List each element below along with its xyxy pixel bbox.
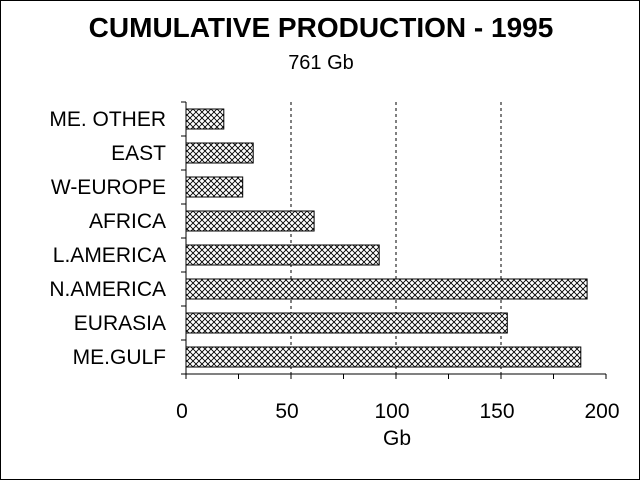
x-tick-label-1: 50 <box>275 400 298 423</box>
category-label-1: EAST <box>111 142 166 165</box>
axes <box>181 101 607 379</box>
category-label-4: L.AMERICA <box>53 244 166 267</box>
bars <box>185 108 588 368</box>
bar-4 <box>185 244 380 266</box>
bar-0 <box>185 108 225 130</box>
category-label-5: N.AMERICA <box>49 278 166 301</box>
x-tick-labels: 0 50 100 150 200 <box>176 400 619 423</box>
category-label-2: W-EUROPE <box>51 176 166 199</box>
x-tick-label-3: 150 <box>479 400 514 423</box>
chart-subtitle: 761 Gb <box>288 52 354 74</box>
x-tick-label-0: 0 <box>176 400 188 423</box>
bar-1 <box>185 142 254 164</box>
category-label-3: AFRICA <box>89 210 166 233</box>
x-axis-title: Gb <box>383 427 411 450</box>
x-tick-label-2: 100 <box>374 400 409 423</box>
bar-6 <box>185 312 508 334</box>
category-label-6: EURASIA <box>74 312 166 335</box>
bar-2 <box>185 176 244 198</box>
bar-5 <box>185 278 588 300</box>
bar-7 <box>185 346 582 368</box>
category-label-0: ME. OTHER <box>49 108 166 131</box>
chart-title: CUMULATIVE PRODUCTION - 1995 <box>89 12 554 43</box>
category-labels: ME. OTHER EAST W-EUROPE AFRICA L.AMERICA N.AM… <box>49 108 166 369</box>
x-tick-label-4: 200 <box>584 400 619 423</box>
category-label-7: ME.GULF <box>73 346 166 369</box>
bar-3 <box>185 210 315 232</box>
